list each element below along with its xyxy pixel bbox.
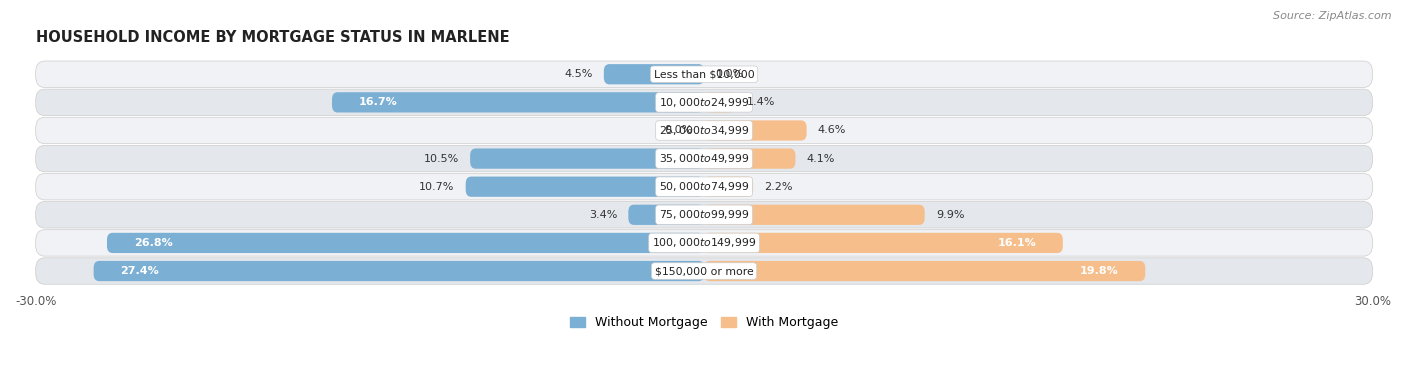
Text: 3.4%: 3.4%: [589, 210, 617, 220]
FancyBboxPatch shape: [35, 202, 1372, 228]
FancyBboxPatch shape: [465, 176, 704, 197]
FancyBboxPatch shape: [35, 89, 1372, 116]
FancyBboxPatch shape: [704, 205, 925, 225]
Text: 4.5%: 4.5%: [564, 69, 593, 79]
Text: 27.4%: 27.4%: [121, 266, 159, 276]
Text: 16.1%: 16.1%: [997, 238, 1036, 248]
FancyBboxPatch shape: [94, 261, 704, 281]
Text: 0.0%: 0.0%: [665, 126, 693, 135]
Text: $100,000 to $149,999: $100,000 to $149,999: [652, 236, 756, 250]
Text: 0.0%: 0.0%: [716, 69, 744, 79]
FancyBboxPatch shape: [704, 261, 1146, 281]
Text: 4.1%: 4.1%: [807, 153, 835, 164]
FancyBboxPatch shape: [35, 117, 1372, 144]
Text: 9.9%: 9.9%: [936, 210, 965, 220]
Text: 10.5%: 10.5%: [423, 153, 458, 164]
Text: $35,000 to $49,999: $35,000 to $49,999: [659, 152, 749, 165]
FancyBboxPatch shape: [35, 146, 1372, 172]
FancyBboxPatch shape: [628, 205, 704, 225]
Text: $50,000 to $74,999: $50,000 to $74,999: [659, 180, 749, 193]
Text: Source: ZipAtlas.com: Source: ZipAtlas.com: [1274, 11, 1392, 21]
FancyBboxPatch shape: [332, 92, 704, 112]
FancyBboxPatch shape: [704, 92, 735, 112]
Text: 4.6%: 4.6%: [818, 126, 846, 135]
FancyBboxPatch shape: [470, 149, 704, 169]
FancyBboxPatch shape: [35, 230, 1372, 256]
FancyBboxPatch shape: [704, 233, 1063, 253]
FancyBboxPatch shape: [107, 233, 704, 253]
FancyBboxPatch shape: [35, 61, 1372, 87]
FancyBboxPatch shape: [704, 120, 807, 141]
Text: $25,000 to $34,999: $25,000 to $34,999: [659, 124, 749, 137]
Text: $10,000 to $24,999: $10,000 to $24,999: [659, 96, 749, 109]
Text: 1.4%: 1.4%: [747, 97, 775, 107]
Legend: Without Mortgage, With Mortgage: Without Mortgage, With Mortgage: [565, 311, 842, 334]
Text: $75,000 to $99,999: $75,000 to $99,999: [659, 208, 749, 221]
Text: 16.7%: 16.7%: [359, 97, 398, 107]
Text: 19.8%: 19.8%: [1080, 266, 1119, 276]
Text: 10.7%: 10.7%: [419, 182, 454, 192]
FancyBboxPatch shape: [704, 176, 754, 197]
Text: $150,000 or more: $150,000 or more: [655, 266, 754, 276]
FancyBboxPatch shape: [35, 258, 1372, 284]
Text: 2.2%: 2.2%: [765, 182, 793, 192]
FancyBboxPatch shape: [704, 149, 796, 169]
Text: 26.8%: 26.8%: [134, 238, 173, 248]
FancyBboxPatch shape: [603, 64, 704, 84]
FancyBboxPatch shape: [35, 173, 1372, 200]
Text: HOUSEHOLD INCOME BY MORTGAGE STATUS IN MARLENE: HOUSEHOLD INCOME BY MORTGAGE STATUS IN M…: [35, 30, 509, 45]
Text: Less than $10,000: Less than $10,000: [654, 69, 755, 79]
